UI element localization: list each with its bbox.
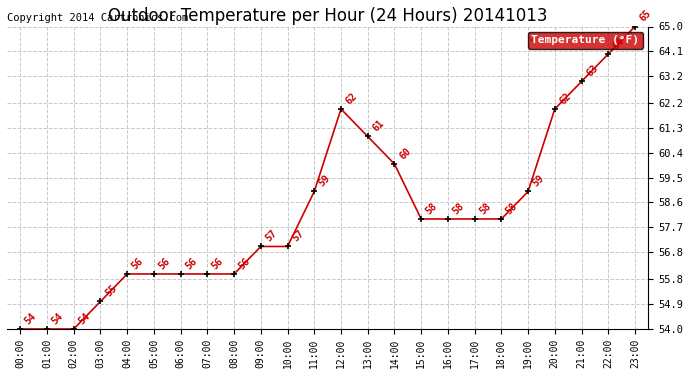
Text: 54: 54 <box>50 311 65 326</box>
Text: 59: 59 <box>317 173 333 189</box>
Text: 55: 55 <box>104 283 119 298</box>
Title: Outdoor Temperature per Hour (24 Hours) 20141013: Outdoor Temperature per Hour (24 Hours) … <box>108 7 547 25</box>
Text: 63: 63 <box>584 63 600 79</box>
Text: 56: 56 <box>130 256 146 271</box>
Legend: Temperature (°F): Temperature (°F) <box>528 32 643 49</box>
Text: 64: 64 <box>611 36 627 51</box>
Text: 59: 59 <box>531 173 546 189</box>
Text: 58: 58 <box>451 201 466 216</box>
Text: 58: 58 <box>504 201 520 216</box>
Text: Copyright 2014 Cartronics.com: Copyright 2014 Cartronics.com <box>7 13 188 24</box>
Text: 62: 62 <box>558 91 573 106</box>
Text: 65: 65 <box>638 8 653 24</box>
Text: 58: 58 <box>424 201 440 216</box>
Text: 54: 54 <box>23 311 39 326</box>
Text: 57: 57 <box>264 228 279 244</box>
Text: 60: 60 <box>397 146 413 161</box>
Text: 56: 56 <box>184 256 199 271</box>
Text: 56: 56 <box>237 256 253 271</box>
Text: 56: 56 <box>210 256 226 271</box>
Text: 58: 58 <box>477 201 493 216</box>
Text: 54: 54 <box>77 311 92 326</box>
Text: 56: 56 <box>157 256 172 271</box>
Text: 61: 61 <box>371 118 386 134</box>
Text: 57: 57 <box>290 228 306 244</box>
Text: 62: 62 <box>344 91 359 106</box>
